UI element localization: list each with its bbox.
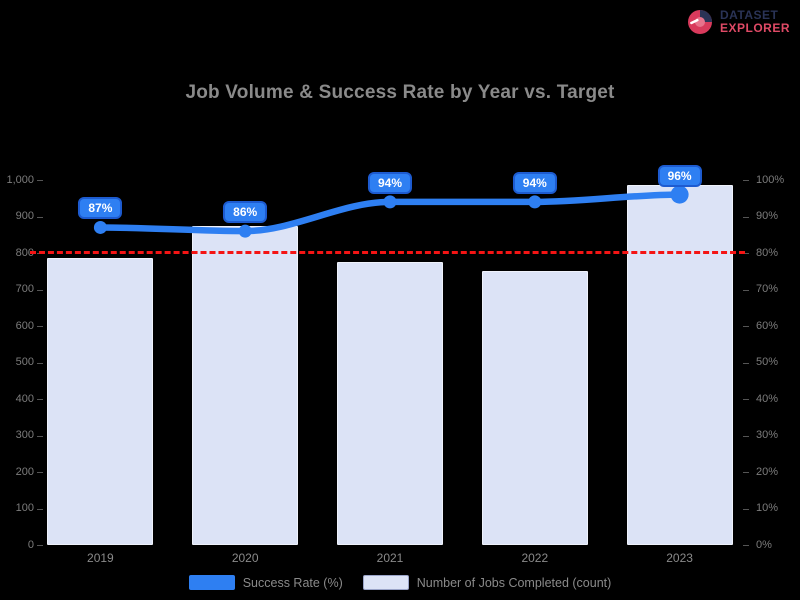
bar — [47, 258, 154, 545]
right-axis-tick-mark — [743, 326, 749, 327]
right-axis-tick-mark — [743, 508, 749, 510]
left-axis-tick-mark — [37, 289, 43, 291]
x-axis-label: 2020 — [231, 551, 259, 565]
right-axis-tick-mark — [743, 435, 749, 437]
left-axis-tick-label: 100 — [15, 502, 34, 514]
legend-swatch-bar — [362, 575, 409, 590]
left-axis-tick-mark — [37, 362, 43, 364]
right-axis-tick-label: 30% — [756, 429, 779, 441]
value-badge: 87% — [78, 197, 123, 220]
right-axis-tick-mark — [743, 216, 749, 218]
right-axis-tick-mark — [743, 362, 749, 364]
legend-label-line: Success Rate (%) — [242, 575, 343, 590]
left-axis-tick-label: 600 — [15, 319, 34, 332]
left-axis-tick-label: 1,000 — [6, 173, 34, 186]
right-axis-tick-label: 10% — [756, 502, 779, 514]
value-badge: 96% — [657, 164, 702, 187]
success-rate-line — [97, 191, 683, 235]
left-axis-tick-mark — [37, 545, 43, 546]
legend-swatch-line — [188, 575, 235, 590]
right-axis-tick-label: 0% — [756, 538, 772, 551]
right-axis-tick-mark — [743, 545, 749, 546]
legend-item-success-rate: Success Rate (%) — [188, 575, 343, 590]
value-badge: 86% — [223, 201, 268, 224]
left-axis-tick-label: 200 — [15, 465, 34, 478]
left-axis-tick-mark — [37, 472, 43, 473]
x-axis-label: 2019 — [87, 551, 114, 565]
bar — [192, 225, 299, 545]
legend: Success Rate (%) Number of Jobs Complete… — [0, 575, 800, 590]
left-axis-tick-mark — [37, 326, 43, 327]
right-axis-tick-label: 70% — [756, 283, 779, 295]
right-axis-tick-mark — [743, 399, 749, 400]
right-axis-tick-mark — [743, 180, 749, 181]
value-badge: 94% — [367, 171, 413, 194]
right-axis-tick-label: 20% — [756, 465, 779, 478]
left-axis-tick-mark — [37, 216, 43, 218]
logo: DATASET EXPLORER — [686, 8, 790, 36]
right-axis-tick-label: 90% — [756, 210, 779, 222]
bar — [337, 262, 443, 545]
legend-item-jobs-completed: Number of Jobs Completed (count) — [362, 575, 612, 590]
right-axis-tick-label: 80% — [756, 246, 779, 259]
logo-text-bottom: EXPLORER — [719, 21, 790, 35]
line-marker — [528, 195, 542, 209]
x-axis-label: 2022 — [521, 551, 549, 565]
x-axis-label: 2023 — [666, 551, 693, 565]
logo-text-top: DATASET — [719, 8, 779, 23]
left-axis-tick-label: 0 — [27, 538, 34, 551]
left-axis-tick-label: 800 — [15, 246, 34, 259]
left-axis-tick-label: 400 — [15, 392, 34, 405]
logo-globe-icon — [687, 10, 712, 34]
left-axis-tick-mark — [37, 435, 43, 437]
target-threshold-line — [30, 251, 745, 254]
left-axis-tick-label: 700 — [15, 283, 34, 295]
right-axis-tick-label: 40% — [756, 392, 779, 405]
bar — [481, 271, 588, 545]
bar — [626, 185, 733, 545]
value-badge: 94% — [512, 171, 557, 194]
left-axis-tick-label: 300 — [15, 429, 34, 441]
left-axis-tick-label: 900 — [15, 210, 34, 222]
right-axis-tick-mark — [743, 289, 749, 291]
left-axis-tick-mark — [37, 399, 43, 400]
line-marker — [383, 195, 397, 209]
left-axis-tick-label: 500 — [15, 356, 34, 368]
chart-title: Job Volume & Success Rate by Year vs. Ta… — [185, 82, 615, 103]
left-axis-tick-mark — [37, 180, 43, 181]
x-axis-label: 2021 — [376, 551, 404, 565]
right-axis-tick-label: 60% — [756, 319, 779, 332]
right-axis-tick-label: 100% — [756, 173, 785, 186]
line-marker — [93, 220, 107, 234]
right-axis-tick-label: 50% — [756, 356, 779, 368]
right-axis-tick-mark — [743, 253, 749, 254]
legend-label-bar: Number of Jobs Completed (count) — [416, 575, 612, 590]
right-axis-tick-mark — [743, 472, 749, 473]
left-axis-tick-mark — [37, 508, 43, 510]
